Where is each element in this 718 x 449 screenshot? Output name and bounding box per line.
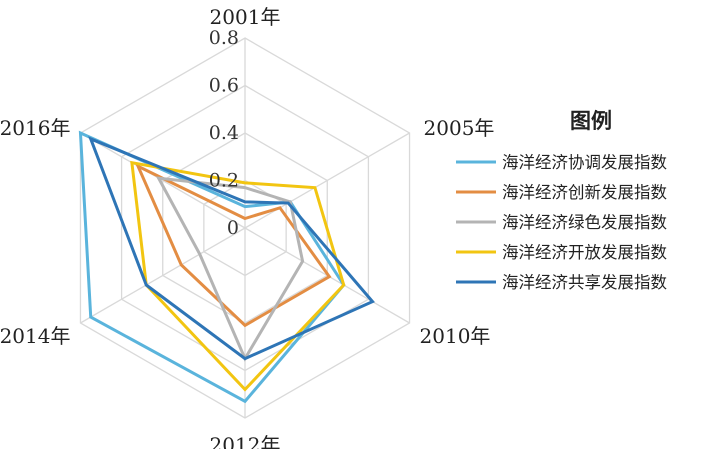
- category-label-3: 2012年: [210, 433, 281, 449]
- legend: 图例海洋经济协调发展指数海洋经济创新发展指数海洋经济绿色发展指数海洋经济开放发展…: [456, 109, 668, 292]
- category-label-4: 2014年: [0, 324, 70, 348]
- radar-series-layer: [78, 130, 375, 404]
- category-label-5: 2016年: [0, 116, 70, 140]
- tick-label-1: 0.2: [209, 170, 239, 192]
- legend-label-3: 海洋经济开放发展指数: [502, 243, 668, 262]
- radial-axis-ticks: 0 0.2 0.4 0.6 0.8: [209, 27, 239, 239]
- axis-spoke-1: [244, 132, 410, 229]
- legend-label-1: 海洋经济创新发展指数: [502, 183, 668, 202]
- legend-title: 图例: [570, 109, 612, 133]
- tick-label-2: 0.4: [209, 122, 239, 144]
- series-line-2: [155, 176, 305, 362]
- tick-label-4: 0.8: [209, 27, 239, 49]
- tick-label-3: 0.6: [209, 75, 239, 97]
- legend-label-0: 海洋经济协调发展指数: [502, 153, 668, 172]
- series-line-1: [135, 163, 332, 328]
- legend-label-2: 海洋经济绿色发展指数: [502, 213, 668, 232]
- category-labels: 2001年 2005年 2010年 2012年 2014年 2016年: [0, 5, 494, 449]
- series-line-4: [88, 136, 375, 361]
- category-label-1: 2005年: [424, 116, 495, 140]
- legend-label-4: 海洋经济共享发展指数: [502, 273, 668, 292]
- axis-spoke-4: [80, 227, 246, 324]
- tick-label-0: 0: [227, 217, 239, 239]
- series-line-3: [130, 160, 346, 392]
- category-label-0: 2001年: [210, 5, 281, 29]
- axis-spoke-5: [80, 132, 246, 229]
- category-label-2: 2010年: [420, 324, 491, 348]
